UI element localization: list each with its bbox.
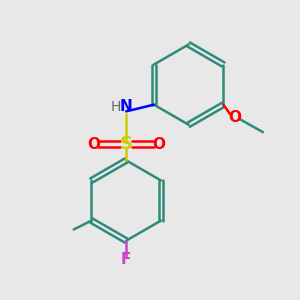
Text: N: N xyxy=(120,99,133,114)
Text: O: O xyxy=(152,136,165,152)
Text: F: F xyxy=(121,253,131,268)
Text: O: O xyxy=(87,136,100,152)
Text: O: O xyxy=(228,110,241,125)
Text: H: H xyxy=(111,100,121,114)
Text: S: S xyxy=(120,135,133,153)
